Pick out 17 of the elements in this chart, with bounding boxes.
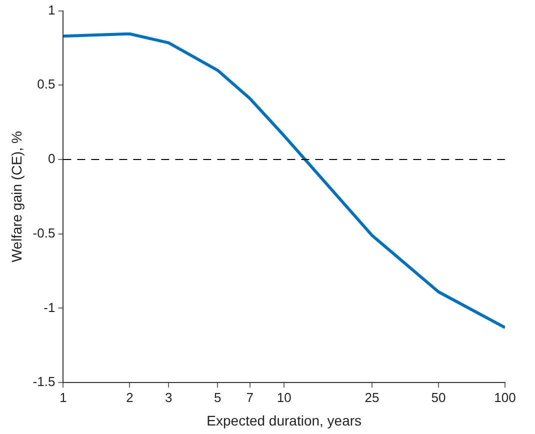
x-tick-label: 50: [431, 390, 446, 405]
y-tick-label: 0.5: [37, 76, 56, 92]
x-tick-label: 5: [214, 390, 222, 405]
x-tick-label: 3: [164, 390, 172, 405]
x-tick-label: 25: [364, 390, 380, 405]
y-tick-label: -1.5: [32, 374, 56, 390]
x-tick-label: 2: [126, 390, 134, 405]
y-tick-label: 1: [48, 2, 56, 18]
y-axis-title: Welfare gain (CE), %: [8, 131, 24, 262]
x-axis-title: Expected duration, years: [206, 412, 362, 428]
x-tick-label: 7: [246, 390, 254, 405]
y-tick-label: -1: [44, 300, 56, 315]
y-tick-label: 0: [48, 151, 56, 166]
x-tick-label: 100: [494, 390, 516, 405]
x-tick-label: 1: [60, 390, 67, 405]
y-tick-label: -0.5: [32, 225, 56, 240]
x-tick-label: 10: [276, 390, 292, 405]
